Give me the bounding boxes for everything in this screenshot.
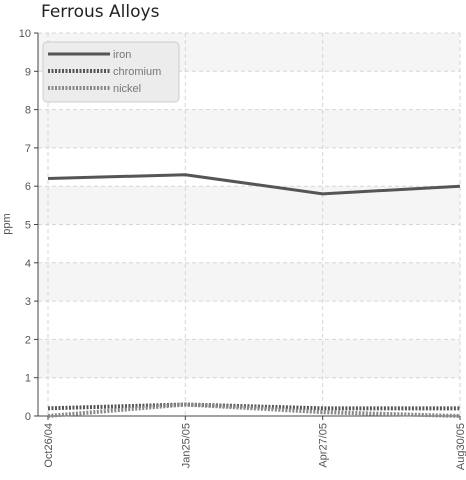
series-lines	[47, 173, 461, 418]
series-line-nickel	[47, 402, 461, 418]
series-line-iron	[47, 173, 461, 196]
plot-band	[38, 109, 460, 148]
plot-band	[38, 339, 460, 378]
plot-band	[38, 262, 460, 302]
series-line-chromium	[47, 402, 460, 411]
x-tick-label: Jan25/05	[180, 423, 192, 468]
x-tick-label: Apr27/05	[318, 423, 330, 468]
x-tick-label: Oct26/04	[43, 423, 55, 468]
y-tick-label: 7	[25, 143, 31, 155]
y-tick-label: 10	[19, 28, 31, 40]
y-axis-label: ppm	[1, 213, 13, 234]
legend-label-iron: iron	[113, 49, 131, 61]
y-tick-label: 2	[25, 334, 31, 346]
plot-band	[38, 186, 460, 225]
chart-title: Ferrous Alloys	[41, 2, 160, 22]
x-tick-label: Aug30/05	[455, 423, 466, 470]
legend-label-chromium: chromium	[113, 66, 161, 78]
y-tick-label: 3	[25, 296, 31, 308]
legend: iron chromium nickel	[42, 41, 180, 103]
y-tick-label: 0	[25, 411, 31, 423]
y-tick-label: 1	[25, 373, 31, 385]
y-ticks: 0 1 2 3 4 5 6 7 8 9 10	[19, 28, 38, 423]
y-tick-label: 6	[25, 181, 31, 193]
y-tick-label: 4	[25, 258, 31, 270]
legend-label-nickel: nickel	[113, 83, 141, 95]
y-tick-label: 5	[25, 220, 31, 232]
x-ticks: Oct26/04 Jan25/05 Apr27/05 Aug30/05	[43, 416, 466, 470]
y-tick-label: 8	[25, 105, 31, 117]
y-tick-label: 9	[25, 66, 31, 78]
